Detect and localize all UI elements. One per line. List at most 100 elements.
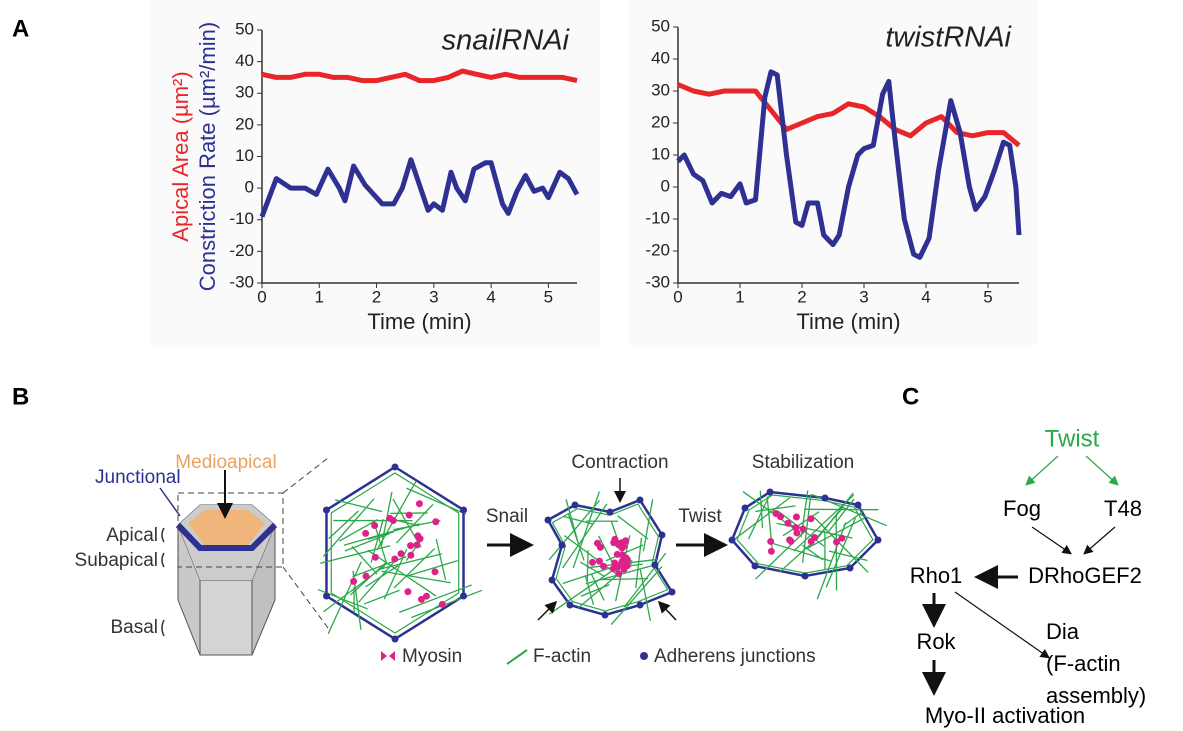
adherens-junction <box>322 592 330 600</box>
cell-prism <box>159 457 329 656</box>
f-actin <box>411 589 483 619</box>
adherens-junction <box>636 496 644 504</box>
f-actin <box>328 510 359 540</box>
f-actin <box>374 524 388 565</box>
legend-icon <box>506 649 528 665</box>
y-tick-label: 50 <box>651 16 670 35</box>
node: assembly) <box>1046 683 1146 708</box>
myosin <box>407 542 415 550</box>
f-actin <box>759 490 764 529</box>
x-tick-label: 1 <box>735 287 744 306</box>
panel-label: C <box>902 383 919 410</box>
f-actin <box>327 561 362 635</box>
f-actin <box>801 544 824 561</box>
myosin <box>832 538 840 546</box>
arrow <box>1083 526 1116 555</box>
adherens-junction <box>548 576 556 584</box>
arrow <box>1025 455 1059 486</box>
myosin <box>405 511 413 519</box>
y-tick-label: 20 <box>651 112 670 131</box>
label: Apical <box>106 525 158 546</box>
myosin <box>838 534 846 542</box>
myosin <box>620 542 628 550</box>
myosin <box>600 562 608 570</box>
y-tick-label: 0 <box>245 178 254 197</box>
adherens-junction <box>651 561 659 569</box>
x-tick-label: 0 <box>257 287 266 306</box>
myosin <box>799 525 807 533</box>
myosin <box>784 519 792 527</box>
adherens-junction <box>854 501 862 509</box>
myosin <box>792 513 800 521</box>
node: Dia <box>1046 619 1080 644</box>
x-tick-label: 0 <box>673 287 682 306</box>
adherens-junction <box>846 564 854 572</box>
node: Rok <box>916 629 956 654</box>
adherens-junction <box>460 506 468 514</box>
f-actin <box>367 531 395 541</box>
f-actin <box>591 574 605 601</box>
x-tick-label: 4 <box>921 287 930 306</box>
y-tick-label: -30 <box>645 272 670 291</box>
arrow <box>657 600 677 621</box>
x-axis-label: Time (min) <box>367 309 471 334</box>
x-tick-label: 2 <box>372 287 381 306</box>
y-tick-label: -20 <box>645 240 670 259</box>
label: Snail <box>486 506 528 527</box>
myosin <box>595 557 603 565</box>
adherens-junction <box>636 601 644 609</box>
myosin <box>416 535 424 543</box>
myosin <box>417 595 425 603</box>
y-tick-label: -10 <box>645 208 670 227</box>
chart-title: twistRNAi <box>885 22 1012 54</box>
myosin <box>391 555 399 563</box>
f-actin <box>807 517 865 549</box>
series-line <box>676 69 1022 260</box>
f-actin <box>782 511 820 537</box>
y-tick-label: 20 <box>235 114 254 133</box>
myosin <box>615 570 623 578</box>
series-line <box>259 157 580 218</box>
f-actin <box>322 498 375 557</box>
myosin <box>431 568 439 576</box>
f-actin <box>572 491 600 569</box>
x-tick-label: 4 <box>486 287 495 306</box>
node: Myo-II activation <box>925 703 1085 728</box>
y-tick-label: 10 <box>651 144 670 163</box>
myosin <box>422 592 430 600</box>
f-actin <box>617 515 649 540</box>
adherens-junction <box>874 536 882 544</box>
arrow <box>1031 526 1072 555</box>
myosin <box>362 529 370 537</box>
y-tick-label: -20 <box>229 241 254 260</box>
f-actin <box>563 515 593 525</box>
legend-label: Myosin <box>402 646 462 667</box>
myosin <box>596 543 604 551</box>
myosin <box>386 514 394 522</box>
f-actin <box>730 497 791 543</box>
y-tick-label: 40 <box>651 48 670 67</box>
f-actin <box>376 480 417 551</box>
myosin <box>588 558 596 566</box>
legend-icon <box>381 651 395 661</box>
f-actin <box>747 494 771 540</box>
x-tick-label: 3 <box>859 287 868 306</box>
adherens-junction <box>566 601 574 609</box>
myosin <box>413 541 421 549</box>
myosin <box>767 547 775 555</box>
label: Medioapical <box>175 452 276 473</box>
adherens-junction <box>391 635 399 643</box>
myosin <box>618 551 626 559</box>
f-actin <box>565 499 579 541</box>
myosin <box>415 500 423 508</box>
f-actin <box>395 503 434 544</box>
panel-label: B <box>12 383 29 410</box>
f-actin <box>334 499 383 513</box>
y-tick-label: 50 <box>235 19 254 38</box>
adherens-junction <box>766 488 774 496</box>
series-line <box>261 68 578 84</box>
node: Rho1 <box>910 563 963 588</box>
adherens-junction <box>601 611 609 619</box>
myosin <box>807 538 815 546</box>
